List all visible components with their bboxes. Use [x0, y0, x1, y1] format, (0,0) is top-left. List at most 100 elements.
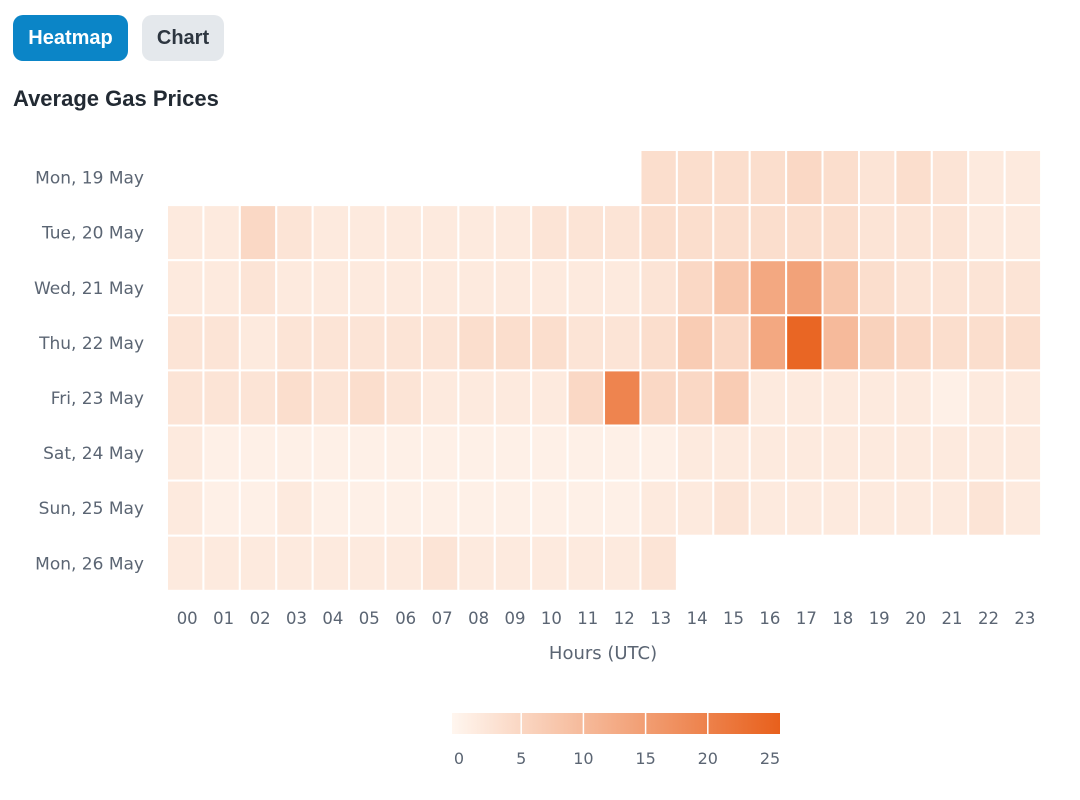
heatmap-cell[interactable]	[857, 479, 897, 537]
heatmap-cell[interactable]	[420, 259, 460, 317]
heatmap-cell[interactable]	[1003, 479, 1043, 537]
heatmap-cell[interactable]	[857, 204, 897, 262]
heatmap-cell[interactable]	[894, 204, 933, 262]
heatmap-cell[interactable]	[166, 424, 205, 482]
heatmap-cell[interactable]	[530, 204, 569, 262]
heatmap-cell[interactable]	[530, 314, 569, 372]
heatmap-cell[interactable]	[420, 479, 460, 537]
heatmap-cell[interactable]	[348, 259, 387, 317]
heatmap-cell[interactable]	[457, 479, 496, 537]
heatmap-cell[interactable]	[785, 204, 824, 262]
heatmap-cell[interactable]	[275, 369, 314, 427]
heatmap-cell[interactable]	[967, 259, 1006, 317]
heatmap-cell[interactable]	[420, 204, 460, 262]
heatmap-cell[interactable]	[238, 534, 278, 592]
heatmap-cell[interactable]	[166, 534, 205, 592]
heatmap-cell[interactable]	[603, 479, 642, 537]
heatmap-cell[interactable]	[857, 369, 897, 427]
heatmap-cell[interactable]	[530, 534, 569, 592]
heatmap-cell[interactable]	[967, 204, 1006, 262]
heatmap-cell[interactable]	[785, 424, 824, 482]
heatmap-cell[interactable]	[420, 369, 460, 427]
heatmap-cell[interactable]	[202, 259, 241, 317]
heatmap-cell[interactable]	[311, 369, 351, 427]
tab-heatmap[interactable]: Heatmap	[13, 15, 128, 61]
heatmap-cell[interactable]	[348, 204, 387, 262]
heatmap-cell[interactable]	[930, 204, 970, 262]
heatmap-cell[interactable]	[967, 149, 1006, 207]
heatmap-cell[interactable]	[748, 424, 788, 482]
heatmap-cell[interactable]	[311, 314, 351, 372]
heatmap-cell[interactable]	[566, 314, 606, 372]
heatmap-cell[interactable]	[275, 314, 314, 372]
heatmap-cell[interactable]	[967, 424, 1006, 482]
heatmap-cell[interactable]	[493, 314, 533, 372]
heatmap-cell[interactable]	[457, 204, 496, 262]
heatmap-cell[interactable]	[202, 424, 241, 482]
heatmap-cell[interactable]	[1003, 314, 1043, 372]
heatmap-cell[interactable]	[493, 204, 533, 262]
heatmap-cell[interactable]	[1003, 424, 1043, 482]
heatmap-cell[interactable]	[930, 314, 970, 372]
heatmap-cell[interactable]	[311, 259, 351, 317]
heatmap-cell[interactable]	[639, 149, 678, 207]
heatmap-cell[interactable]	[311, 479, 351, 537]
heatmap-cell[interactable]	[785, 479, 824, 537]
heatmap-cell[interactable]	[712, 259, 751, 317]
heatmap-cell[interactable]	[894, 314, 933, 372]
heatmap-cell[interactable]	[238, 424, 278, 482]
heatmap-cell[interactable]	[821, 479, 860, 537]
heatmap-cell[interactable]	[566, 479, 606, 537]
heatmap-cell[interactable]	[785, 149, 824, 207]
heatmap-cell[interactable]	[166, 479, 205, 537]
heatmap-cell[interactable]	[202, 479, 241, 537]
heatmap-cell[interactable]	[493, 534, 533, 592]
heatmap-cell[interactable]	[493, 424, 533, 482]
heatmap-cell[interactable]	[202, 534, 241, 592]
heatmap-cell[interactable]	[967, 479, 1006, 537]
heatmap-cell[interactable]	[894, 149, 933, 207]
heatmap-cell[interactable]	[457, 369, 496, 427]
heatmap-cell[interactable]	[530, 259, 569, 317]
heatmap-cell[interactable]	[675, 424, 715, 482]
heatmap-cell[interactable]	[238, 369, 278, 427]
heatmap-cell[interactable]	[639, 314, 678, 372]
heatmap-cell[interactable]	[894, 369, 933, 427]
heatmap-cell[interactable]	[639, 204, 678, 262]
heatmap-cell[interactable]	[1003, 259, 1043, 317]
heatmap-cell[interactable]	[384, 479, 423, 537]
heatmap-cell[interactable]	[603, 369, 642, 427]
heatmap-cell[interactable]	[384, 259, 423, 317]
heatmap-cell[interactable]	[748, 204, 788, 262]
heatmap-cell[interactable]	[311, 204, 351, 262]
heatmap-cell[interactable]	[275, 534, 314, 592]
heatmap-cell[interactable]	[348, 479, 387, 537]
heatmap-cell[interactable]	[493, 369, 533, 427]
heatmap-cell[interactable]	[785, 369, 824, 427]
heatmap-cell[interactable]	[894, 259, 933, 317]
heatmap-cell[interactable]	[821, 369, 860, 427]
heatmap-cell[interactable]	[384, 424, 423, 482]
tab-chart[interactable]: Chart	[142, 15, 224, 61]
heatmap-cell[interactable]	[712, 149, 751, 207]
heatmap-cell[interactable]	[930, 479, 970, 537]
heatmap-cell[interactable]	[603, 534, 642, 592]
heatmap-cell[interactable]	[821, 204, 860, 262]
heatmap-cell[interactable]	[202, 369, 241, 427]
heatmap-cell[interactable]	[457, 314, 496, 372]
heatmap-cell[interactable]	[530, 479, 569, 537]
heatmap-cell[interactable]	[639, 479, 678, 537]
heatmap-cell[interactable]	[384, 369, 423, 427]
heatmap-cell[interactable]	[348, 534, 387, 592]
heatmap-cell[interactable]	[712, 314, 751, 372]
heatmap-cell[interactable]	[420, 424, 460, 482]
heatmap-cell[interactable]	[275, 479, 314, 537]
heatmap-cell[interactable]	[493, 259, 533, 317]
heatmap-cell[interactable]	[821, 149, 860, 207]
heatmap-cell[interactable]	[821, 424, 860, 482]
heatmap-cell[interactable]	[748, 479, 788, 537]
heatmap-cell[interactable]	[967, 314, 1006, 372]
heatmap-cell[interactable]	[930, 369, 970, 427]
heatmap-cell[interactable]	[639, 534, 678, 592]
heatmap-cell[interactable]	[566, 534, 606, 592]
